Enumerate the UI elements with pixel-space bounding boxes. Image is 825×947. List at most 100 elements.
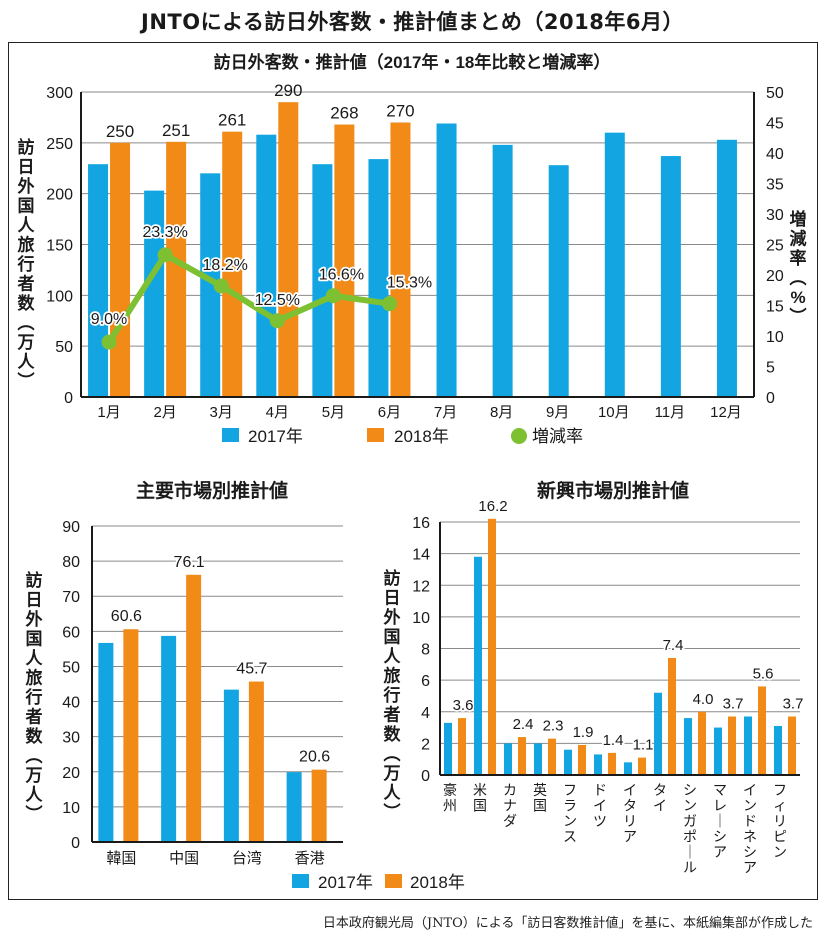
bar-label-2018: 1.4 — [603, 732, 624, 749]
legend-label-2018: 2018年 — [394, 427, 449, 446]
y-axis-title-char: 万 — [17, 333, 35, 352]
bar-2017 — [144, 190, 165, 397]
y2-axis-title-char: 減 — [790, 229, 807, 249]
x-tick-char: ダ — [503, 813, 517, 829]
bar-label-2018: 3.6 — [453, 697, 474, 714]
y-axis-title-char: 国 — [26, 630, 43, 649]
legend-label-2018: 2018年 — [410, 873, 465, 892]
x-tick-char: ラ — [563, 798, 577, 814]
x-tick-char: タ — [653, 782, 667, 798]
legend-label-2017: 2017年 — [318, 873, 373, 892]
rate-label: 9.0% — [91, 311, 127, 328]
bar-2017 — [286, 772, 302, 842]
bar-2018 — [186, 574, 202, 842]
y2-tick-label: 20 — [766, 268, 784, 285]
x-tick-char: ス — [563, 829, 577, 845]
x-tick-label: 11月 — [655, 404, 686, 421]
rate-label: 15.3% — [387, 275, 432, 292]
bar-label-2018: 250 — [106, 122, 134, 141]
bar-label-2018: 1.1 — [633, 737, 654, 754]
rate-label: 12.5% — [255, 292, 300, 309]
x-tick-char: リ — [623, 813, 637, 829]
bar-2017 — [684, 718, 692, 775]
x-tick-char: ド — [743, 813, 757, 829]
y-axis-title-char: 訪 — [18, 137, 35, 157]
bar-2018 — [278, 102, 299, 398]
y2-axis-title-char: % — [790, 288, 805, 307]
y2-tick-label: 5 — [766, 360, 775, 377]
rate-line — [106, 251, 390, 344]
y2-tick-label: 30 — [766, 207, 784, 224]
bar-label-2018: 3.7 — [783, 695, 804, 712]
y-tick-label: 0 — [421, 768, 430, 785]
bar-label-2018: 268 — [330, 104, 358, 123]
bar-2017 — [564, 749, 572, 775]
y-tick-label: 14 — [412, 547, 430, 564]
x-tick-label: ドイツ — [593, 782, 607, 829]
bar-2018 — [166, 141, 187, 397]
x-tick-char: ｜ — [683, 844, 697, 860]
bar-label-2018: 4.0 — [693, 691, 714, 708]
bar-2018 — [608, 752, 616, 775]
chart3-title: 新興市場別推計値 — [537, 479, 689, 502]
y2-tick-label: 10 — [766, 329, 784, 346]
x-tick-label: 7月 — [434, 404, 457, 421]
bar-label-2018: 290 — [274, 81, 302, 100]
bar-2018 — [110, 142, 131, 397]
bar-label-2018: 76.1 — [174, 554, 205, 571]
x-tick-char: カ — [503, 782, 517, 798]
x-tick-char: ツ — [593, 813, 607, 829]
bar-2017 — [492, 144, 513, 397]
x-tick-char: イ — [743, 782, 757, 798]
chart-frame — [8, 42, 818, 900]
y-tick-label: 250 — [46, 136, 73, 153]
bar-2018 — [123, 629, 139, 842]
rate-label: 16.6% — [319, 267, 364, 284]
y2-tick-label: 40 — [766, 146, 784, 163]
bar-2018 — [668, 657, 676, 775]
x-tick-label: 3月 — [210, 404, 233, 421]
bar-2018 — [788, 716, 796, 775]
x-tick-char: レ — [713, 798, 727, 814]
y-axis-title-char: 国 — [384, 628, 401, 647]
x-tick-char: 豪 — [443, 782, 457, 798]
x-tick-char: フ — [773, 782, 787, 798]
y-axis-title-char: 数 — [18, 293, 36, 313]
y-tick-label: 70 — [62, 589, 80, 606]
legend-label-rate: 増減率 — [532, 427, 583, 446]
y-tick-label: 300 — [46, 85, 73, 102]
bar-2017 — [504, 743, 512, 775]
bar-2018 — [578, 744, 586, 775]
rate-point — [213, 278, 229, 294]
y2-tick-label: 45 — [766, 116, 784, 133]
rate-label: 18.2% — [203, 257, 248, 274]
y-tick-label: 20 — [62, 765, 80, 782]
x-tick-char: リ — [773, 813, 787, 829]
legend-swatch-2018 — [385, 874, 402, 888]
y-axis-title-char: 行 — [383, 685, 401, 705]
y-tick-label: 6 — [421, 673, 430, 690]
y-tick-label: 2 — [421, 736, 430, 753]
rate-point — [269, 313, 285, 329]
bar-2018 — [248, 681, 264, 842]
y-axis-title-char: 人 — [26, 649, 44, 668]
legend-swatch-2017 — [292, 874, 309, 888]
x-tick-char: タ — [623, 798, 637, 814]
y-tick-label: 0 — [71, 835, 80, 852]
bar-2017 — [312, 164, 333, 397]
bar-2017 — [436, 123, 457, 398]
y-tick-label: 40 — [62, 695, 80, 712]
bar-2018 — [390, 122, 411, 397]
x-tick-label: 8月 — [490, 404, 513, 421]
x-tick-char: ア — [713, 844, 727, 860]
y-axis-title-char: 行 — [25, 687, 43, 707]
x-tick-char: 国 — [533, 798, 547, 814]
y-axis-title-char: ︵ — [26, 747, 43, 766]
x-tick-char: 英 — [533, 782, 547, 798]
y-tick-label: 8 — [421, 642, 430, 659]
y-tick-label: 60 — [62, 624, 80, 641]
bar-label-2018: 45.7 — [236, 661, 267, 678]
